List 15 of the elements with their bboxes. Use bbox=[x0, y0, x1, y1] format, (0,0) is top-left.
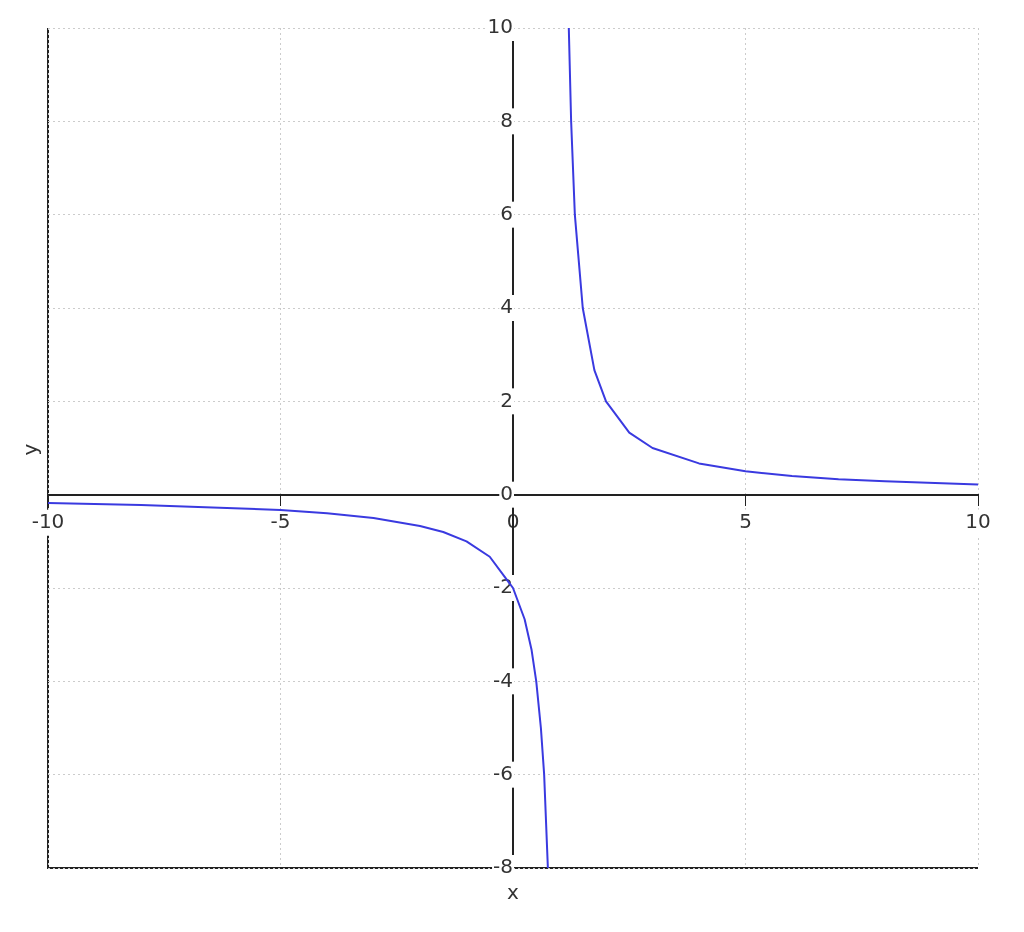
y-tick-label: 8 bbox=[500, 107, 513, 132]
y-tick-label: 4 bbox=[500, 294, 513, 319]
y-tick-label: 2 bbox=[500, 387, 513, 412]
x-tick-label: -5 bbox=[270, 508, 291, 533]
y-tick-label: 10 bbox=[487, 14, 513, 39]
x-tick-label: 10 bbox=[965, 508, 991, 533]
x-tick-label: -10 bbox=[31, 508, 65, 533]
y-tick-label: -6 bbox=[493, 760, 513, 785]
y-tick-label: -4 bbox=[493, 667, 513, 692]
x-axis-title: x bbox=[507, 880, 520, 905]
y-tick-label: 0 bbox=[500, 480, 513, 505]
x-tick-label: 5 bbox=[739, 508, 752, 533]
y-axis-title: y bbox=[18, 443, 43, 456]
y-tick-label: 6 bbox=[500, 200, 513, 225]
y-tick-label: -8 bbox=[493, 854, 513, 879]
